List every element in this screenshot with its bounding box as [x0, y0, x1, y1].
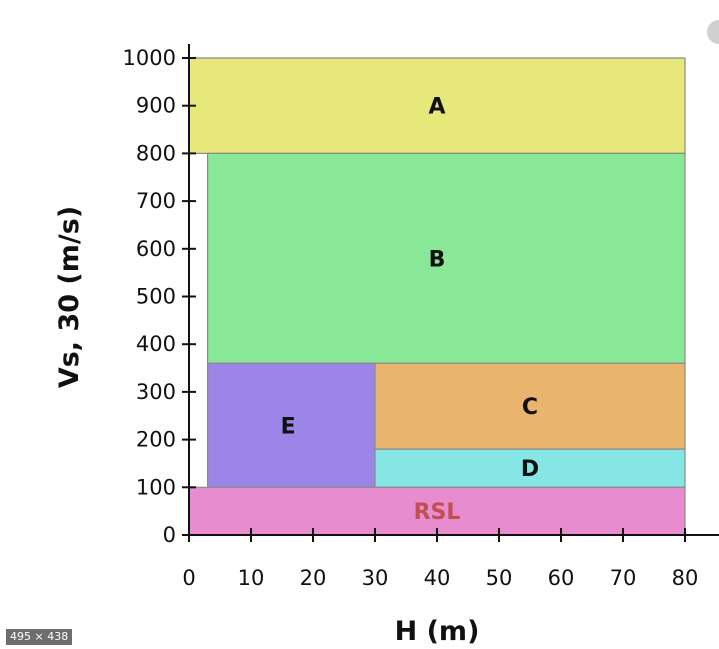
y-tick-label: 600 — [136, 237, 176, 261]
zone-label-c: C — [522, 395, 538, 420]
y-tick-label: 200 — [136, 428, 176, 452]
x-tick-label: 80 — [672, 566, 699, 590]
y-axis-title: Vs, 30 (m/s) — [54, 206, 85, 388]
zone-labels-group: A B E C D RSL — [281, 95, 539, 525]
zone-label-rsl: RSL — [414, 500, 461, 525]
y-tick-label: 0 — [163, 523, 176, 547]
zone-rsl — [188, 486, 686, 536]
zones-group — [188, 57, 686, 536]
x-axis-title: H (m) — [395, 616, 480, 647]
zone-e — [207, 362, 376, 488]
axes-group: 0 100 200 300 400 500 600 700 800 900 1000 0 10 20 30 4… — [123, 44, 719, 590]
zone-label-a: A — [428, 95, 445, 120]
y-tick-label: 900 — [136, 94, 176, 118]
x-tick-label: 50 — [486, 566, 513, 590]
y-tick-label: 500 — [136, 285, 176, 309]
zone-a — [188, 57, 686, 155]
y-tick-label: 300 — [136, 380, 176, 404]
x-tick-label: 30 — [362, 566, 389, 590]
corner-circle — [707, 20, 719, 44]
y-tick-label: 1000 — [123, 46, 176, 70]
image-size-badge: 495 × 438 — [6, 629, 73, 645]
x-tick-label: 60 — [548, 566, 575, 590]
y-tick-label: 700 — [136, 189, 176, 213]
x-tick-label: 10 — [238, 566, 265, 590]
x-tick-label: 40 — [424, 566, 451, 590]
x-tick-label: 0 — [182, 566, 195, 590]
y-tick-label: 100 — [136, 475, 176, 499]
x-tick-label: 20 — [300, 566, 327, 590]
zone-d — [374, 448, 686, 488]
x-tick-label: 70 — [610, 566, 637, 590]
zone-label-d: D — [521, 457, 539, 482]
zone-c — [374, 362, 686, 450]
zone-label-b: B — [429, 247, 446, 272]
zone-b — [207, 152, 686, 364]
y-tick-label: 400 — [136, 332, 176, 356]
zone-label-e: E — [281, 414, 296, 439]
y-tick-label: 800 — [136, 141, 176, 165]
